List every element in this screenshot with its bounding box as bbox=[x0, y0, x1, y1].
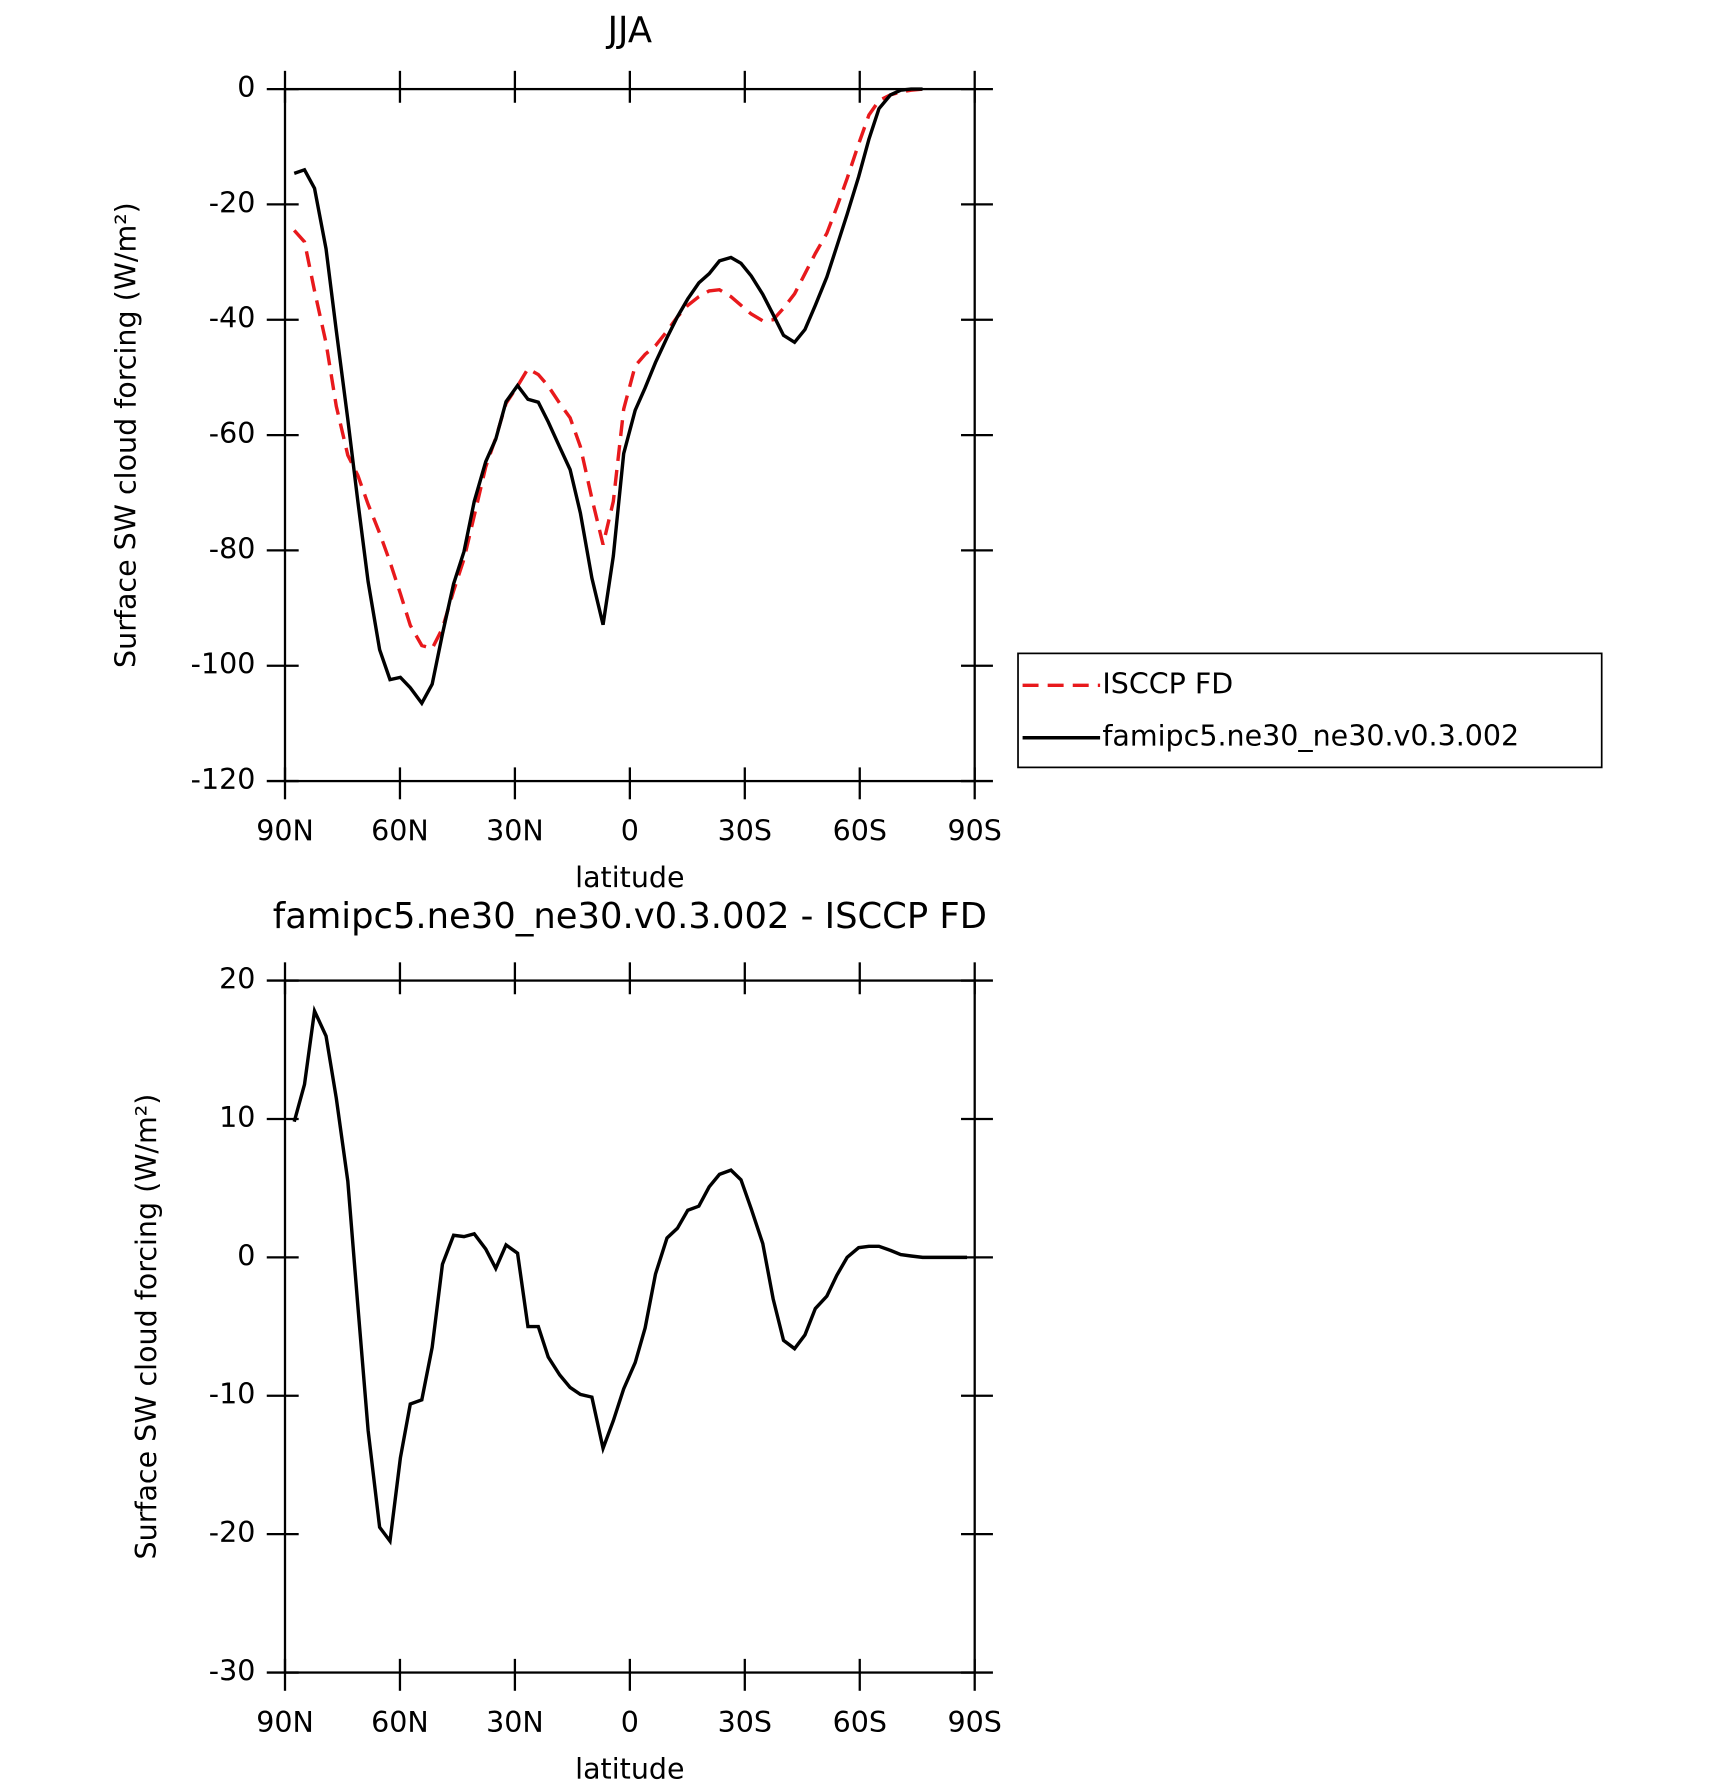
x-tick-label: 90S bbox=[948, 814, 1002, 847]
y-axis-label: Surface SW cloud forcing (W/m²) bbox=[130, 1094, 163, 1560]
y-tick-label: -80 bbox=[209, 532, 256, 565]
y-tick-label: 0 bbox=[237, 71, 255, 104]
y-tick-label: -20 bbox=[209, 186, 256, 219]
x-tick-label: 60N bbox=[371, 1706, 429, 1739]
y-tick-label: 10 bbox=[219, 1101, 255, 1134]
data-line bbox=[292, 87, 923, 651]
y-tick-label: -60 bbox=[209, 417, 256, 450]
x-tick-label: 30S bbox=[718, 814, 772, 847]
data-line bbox=[293, 87, 923, 707]
legend-label: ISCCP FD bbox=[1102, 667, 1233, 700]
x-tick-label: 0 bbox=[621, 1706, 639, 1739]
y-tick-label: -120 bbox=[191, 763, 256, 796]
chart-title: JJA bbox=[606, 10, 652, 51]
x-tick-label: 30N bbox=[486, 814, 544, 847]
x-axis-label: latitude bbox=[575, 1753, 684, 1786]
y-tick-label: -40 bbox=[209, 302, 256, 335]
x-tick-label: 90S bbox=[948, 1706, 1002, 1739]
y-axis-label: Surface SW cloud forcing (W/m²) bbox=[110, 202, 143, 668]
chart-title: famipc5.ne30_ne30.v0.3.002 - ISCCP FD bbox=[273, 896, 987, 937]
plot-frame bbox=[283, 979, 976, 1674]
x-tick-label: 30N bbox=[486, 1706, 544, 1739]
x-tick-label: 60S bbox=[833, 814, 887, 847]
y-tick-label: 0 bbox=[237, 1239, 255, 1272]
y-tick-label: -10 bbox=[209, 1378, 256, 1411]
y-tick-label: 20 bbox=[219, 963, 255, 996]
x-tick-label: 0 bbox=[621, 814, 639, 847]
data-line bbox=[292, 1004, 968, 1546]
x-tick-label: 90N bbox=[256, 1706, 314, 1739]
legend-label: famipc5.ne30_ne30.v0.3.002 bbox=[1102, 720, 1519, 753]
x-axis-label: latitude bbox=[575, 861, 684, 894]
y-tick-label: -30 bbox=[209, 1655, 256, 1688]
x-tick-label: 60S bbox=[833, 1706, 887, 1739]
x-tick-label: 30S bbox=[718, 1706, 772, 1739]
y-tick-label: -100 bbox=[191, 648, 256, 681]
legend-box bbox=[1017, 652, 1603, 769]
y-tick-label: -20 bbox=[209, 1516, 256, 1549]
x-tick-label: 90N bbox=[256, 814, 314, 847]
x-tick-label: 60N bbox=[371, 814, 429, 847]
